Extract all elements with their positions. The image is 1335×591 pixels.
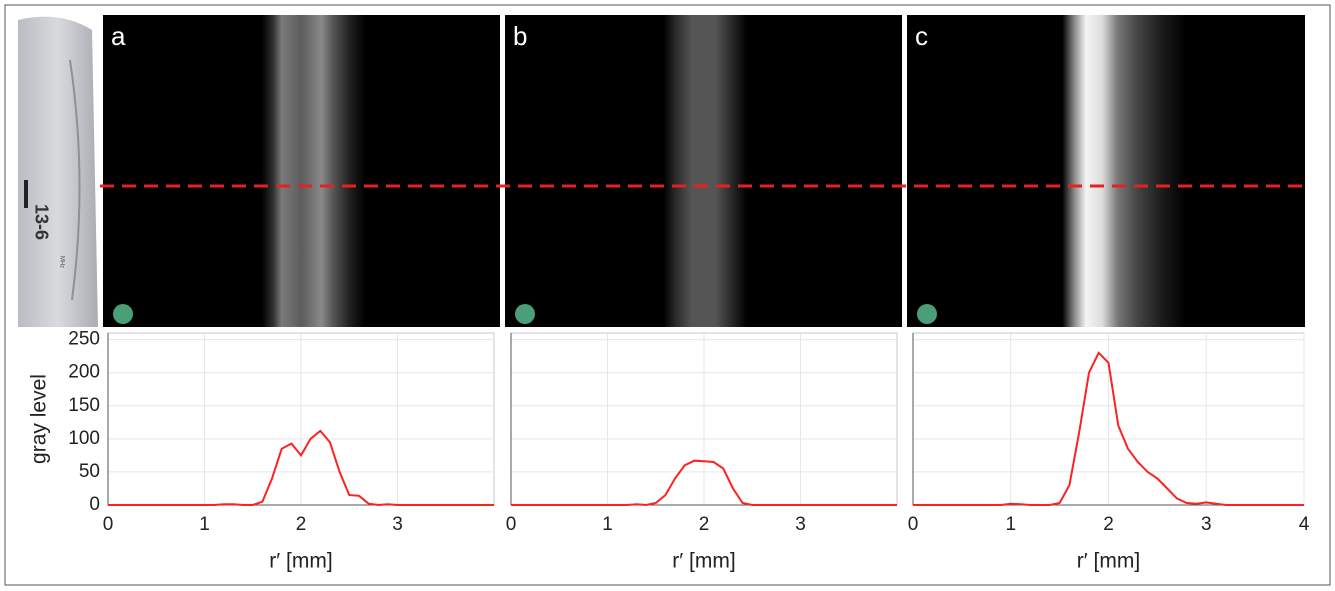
probe-photo: 13-6 MHz	[18, 16, 98, 328]
image-a	[103, 15, 500, 327]
panel-label: a	[111, 21, 126, 51]
x-tick-label: 3	[1201, 514, 1212, 535]
x-axis-label: r′ [mm]	[1077, 550, 1140, 573]
image-c	[907, 15, 1305, 327]
x-tick-label: 1	[1005, 514, 1016, 535]
probe-label: 13-6	[31, 204, 51, 240]
x-axis-label: r′ [mm]	[269, 550, 332, 573]
y-tick-label: 200	[68, 362, 100, 383]
panel-label: b	[513, 21, 527, 51]
x-tick-label: 1	[602, 514, 613, 535]
y-tick-label: 50	[79, 461, 100, 482]
x-tick-label: 0	[103, 514, 114, 535]
y-tick-label: 0	[89, 494, 100, 515]
probe-unit: MHz	[58, 256, 64, 268]
profile-curve	[913, 351, 1304, 506]
y-axis-label: gray level	[28, 374, 51, 464]
x-tick-label: 1	[199, 514, 210, 535]
marker-dot	[515, 304, 535, 324]
x-tick-label: 0	[908, 514, 919, 535]
y-tick-label: 250	[68, 329, 100, 350]
x-tick-label: 0	[506, 514, 517, 535]
panel-label: c	[915, 21, 928, 51]
x-tick-label: 2	[699, 514, 710, 535]
x-axis-label: r′ [mm]	[672, 550, 735, 573]
x-tick-label: 3	[795, 514, 806, 535]
x-tick-label: 2	[1103, 514, 1114, 535]
marker-dot	[917, 304, 937, 324]
profile-curve	[108, 429, 494, 507]
profile-curve	[511, 459, 897, 507]
x-tick-label: 3	[392, 514, 403, 535]
x-tick-label: 2	[296, 514, 307, 535]
x-tick-label: 4	[1299, 514, 1310, 535]
ultrasound-images: a b c	[100, 15, 1305, 327]
y-tick-label: 150	[68, 395, 100, 416]
figure-frame	[4, 4, 1331, 586]
image-b	[505, 15, 902, 327]
y-tick-label: 100	[68, 428, 100, 449]
marker-dot	[113, 304, 133, 324]
